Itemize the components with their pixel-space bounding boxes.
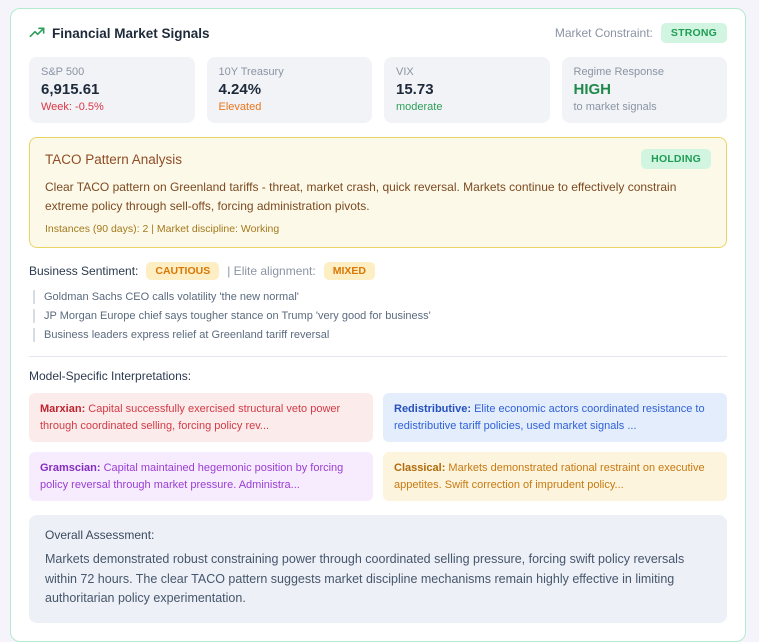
overall-assessment-body: Markets demonstrated robust constraining…	[45, 552, 685, 605]
model-name: Gramscian:	[40, 462, 101, 475]
stat-value: 6,915.61	[41, 81, 100, 98]
overall-assessment-section: Overall Assessment: Markets demonstrated…	[29, 515, 727, 624]
trending-up-icon	[29, 25, 45, 41]
panel-header-left: Financial Market Signals	[29, 25, 210, 41]
model-name: Marxian:	[40, 403, 86, 416]
news-headline: JP Morgan Europe chief says tougher stan…	[33, 309, 727, 324]
stat-label: S&P 500	[41, 66, 85, 78]
model-card-redistributive: Redistributive: Elite economic actors co…	[383, 393, 727, 443]
stat-subtext: Elevated	[218, 101, 262, 113]
taco-pattern-analysis-section: TACO Pattern Analysis HOLDING Clear TACO…	[29, 137, 727, 249]
panel-header-right: Market Constraint: STRONG	[555, 23, 727, 43]
panel-header: Financial Market Signals Market Constrai…	[29, 23, 727, 43]
financial-signals-panel: Financial Market Signals Market Constrai…	[10, 8, 746, 642]
stat-subtext: moderate	[396, 101, 443, 113]
market-constraint-badge: STRONG	[660, 23, 727, 43]
news-headline: Business leaders express relief at Green…	[33, 328, 727, 343]
taco-status-badge: HOLDING	[641, 149, 711, 169]
stat-value: HIGH	[573, 81, 612, 98]
stat-subtext: Week: -0.5%	[41, 101, 104, 113]
market-constraint-label: Market Constraint:	[554, 26, 653, 40]
model-text: Elite economic actors coordinated resist…	[394, 403, 705, 432]
page-title: Financial Market Signals	[52, 25, 210, 41]
taco-title: TACO Pattern Analysis	[45, 151, 183, 167]
stat-label: 10Y Treasury	[218, 66, 284, 78]
stat-value: 15.73	[396, 81, 434, 98]
stat-label: VIX	[396, 66, 414, 78]
business-sentiment-label: Business Sentiment:	[29, 264, 139, 279]
section-divider	[29, 356, 727, 358]
model-interpretations-grid: Marxian: Capital successfully exercised …	[29, 393, 727, 502]
taco-footer-text: Instances (90 days): 2 | Market discipli…	[45, 223, 280, 236]
stat-subtext: to market signals	[573, 101, 657, 113]
stat-card-sp500: S&P 500 6,915.61 Week: -0.5%	[29, 57, 195, 123]
business-sentiment-badge: CAUTIOUS	[146, 262, 220, 281]
news-headline: Goldman Sachs CEO calls volatility 'the …	[33, 290, 727, 305]
model-text: Capital successfully exercised structura…	[40, 403, 341, 432]
taco-body-text: Clear TACO pattern on Greenland tariffs …	[45, 180, 677, 213]
news-headline-list: Goldman Sachs CEO calls volatility 'the …	[33, 290, 727, 343]
elite-alignment-badge: MIXED	[323, 262, 375, 281]
stats-row: S&P 500 6,915.61 Week: -0.5% 10Y Treasur…	[29, 57, 727, 123]
elite-alignment-label: | Elite alignment:	[227, 264, 316, 279]
stat-value: 4.24%	[218, 81, 262, 98]
model-card-marxian: Marxian: Capital successfully exercised …	[29, 393, 373, 443]
model-interpretations-heading: Model-Specific Interpretations:	[29, 369, 192, 384]
stat-card-vix: VIX 15.73 moderate	[384, 57, 550, 123]
model-card-classical: Classical: Markets demonstrated rational…	[383, 452, 727, 502]
model-card-gramscian: Gramscian: Capital maintained hegemonic …	[29, 452, 373, 502]
model-name: Redistributive:	[394, 403, 472, 416]
stat-card-regime-response: Regime Response HIGH to market signals	[561, 57, 727, 123]
stat-label: Regime Response	[573, 66, 665, 78]
stat-card-10y-treasury: 10Y Treasury 4.24% Elevated	[206, 57, 372, 123]
model-name: Classical:	[394, 462, 446, 475]
sentiment-row: Business Sentiment: CAUTIOUS | Elite ali…	[29, 262, 727, 281]
overall-assessment-title: Overall Assessment:	[45, 528, 155, 543]
taco-header: TACO Pattern Analysis HOLDING	[45, 149, 711, 169]
